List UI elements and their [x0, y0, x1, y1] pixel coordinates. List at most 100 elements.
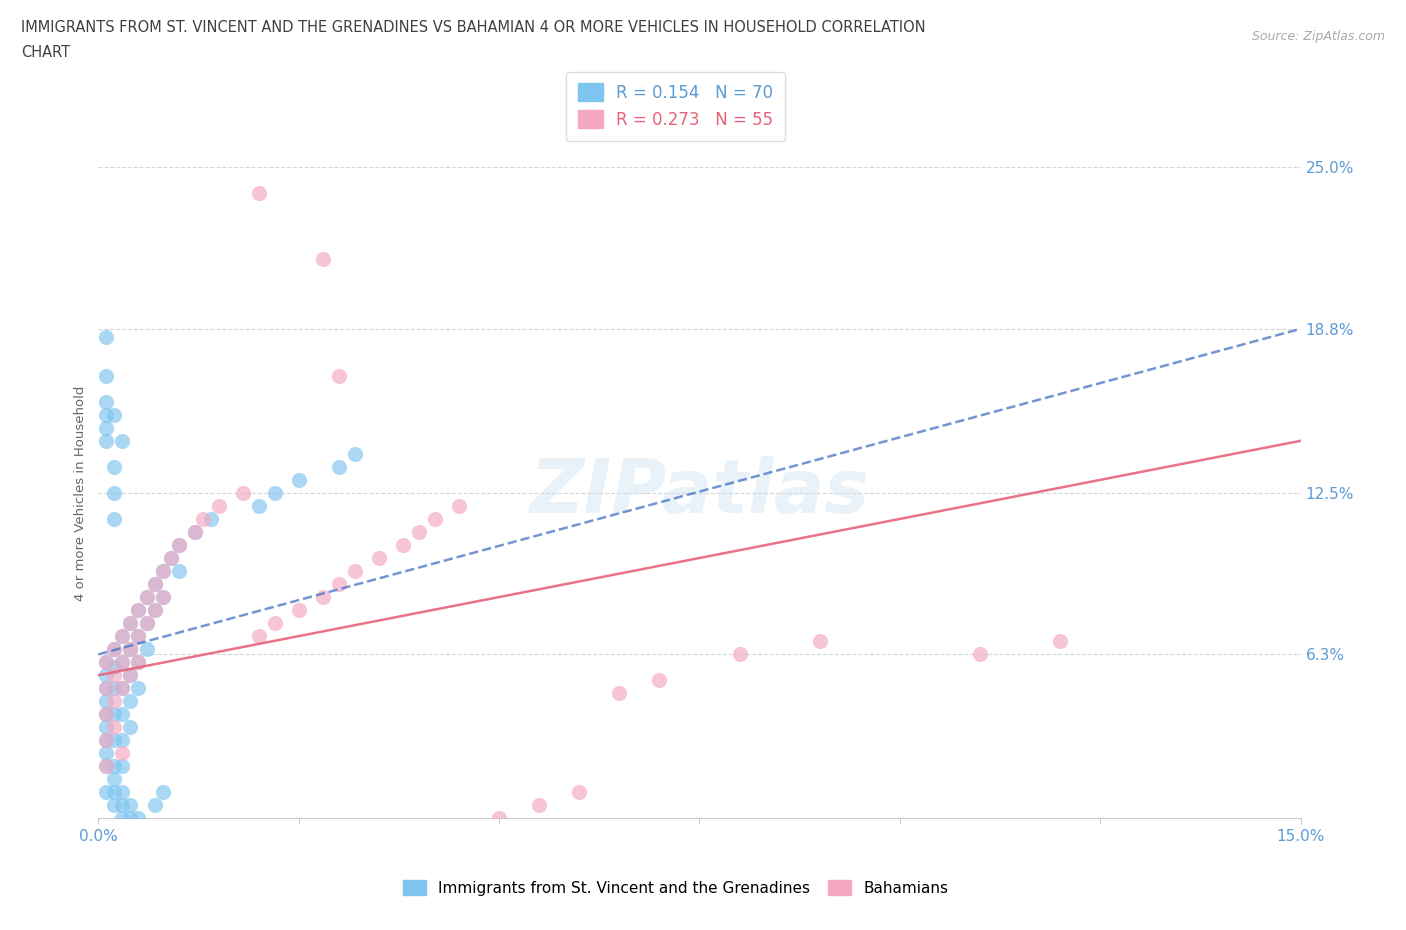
Point	[96, 681, 118, 696]
Point	[143, 603, 166, 618]
Point	[96, 746, 118, 761]
Point	[111, 629, 134, 644]
Point	[120, 616, 142, 631]
Point	[103, 681, 125, 696]
Point	[96, 668, 118, 683]
Point	[143, 798, 166, 813]
Point	[808, 634, 831, 649]
Point	[143, 577, 166, 591]
Point	[247, 186, 270, 201]
Point	[152, 590, 174, 604]
Point	[128, 629, 150, 644]
Point	[447, 498, 470, 513]
Point	[96, 655, 118, 670]
Point	[128, 603, 150, 618]
Point	[328, 459, 350, 474]
Point	[96, 759, 118, 774]
Point	[135, 642, 157, 657]
Point	[96, 420, 118, 435]
Point	[103, 459, 125, 474]
Point	[96, 707, 118, 722]
Point	[96, 407, 118, 422]
Point	[247, 629, 270, 644]
Text: IMMIGRANTS FROM ST. VINCENT AND THE GRENADINES VS BAHAMIAN 4 OR MORE VEHICLES IN: IMMIGRANTS FROM ST. VINCENT AND THE GREN…	[21, 20, 925, 35]
Point	[111, 655, 134, 670]
Point	[111, 798, 134, 813]
Point	[152, 564, 174, 578]
Point	[159, 551, 181, 565]
Point	[143, 603, 166, 618]
Point	[96, 720, 118, 735]
Point	[103, 668, 125, 683]
Point	[392, 538, 415, 552]
Point	[96, 733, 118, 748]
Point	[103, 642, 125, 657]
Point	[96, 785, 118, 800]
Point	[167, 538, 190, 552]
Point	[128, 655, 150, 670]
Point	[1049, 634, 1071, 649]
Point	[96, 733, 118, 748]
Point	[609, 686, 631, 701]
Text: ZIPatlas: ZIPatlas	[530, 457, 869, 529]
Point	[96, 681, 118, 696]
Point	[103, 720, 125, 735]
Point	[183, 525, 205, 539]
Point	[103, 759, 125, 774]
Point	[103, 512, 125, 526]
Point	[488, 811, 510, 826]
Point	[111, 681, 134, 696]
Point	[120, 811, 142, 826]
Point	[103, 407, 125, 422]
Point	[135, 616, 157, 631]
Point	[111, 707, 134, 722]
Point	[208, 498, 231, 513]
Point	[728, 647, 751, 662]
Point	[111, 733, 134, 748]
Point	[103, 642, 125, 657]
Point	[120, 694, 142, 709]
Point	[152, 785, 174, 800]
Point	[103, 694, 125, 709]
Point	[128, 603, 150, 618]
Point	[111, 785, 134, 800]
Point	[128, 681, 150, 696]
Point	[312, 590, 335, 604]
Point	[111, 655, 134, 670]
Point	[328, 577, 350, 591]
Point	[969, 647, 991, 662]
Point	[103, 772, 125, 787]
Point	[103, 798, 125, 813]
Point	[135, 616, 157, 631]
Point	[111, 629, 134, 644]
Point	[128, 629, 150, 644]
Point	[135, 590, 157, 604]
Text: CHART: CHART	[21, 45, 70, 60]
Point	[568, 785, 591, 800]
Point	[312, 251, 335, 266]
Point	[343, 564, 366, 578]
Point	[152, 564, 174, 578]
Point	[263, 485, 285, 500]
Point	[111, 433, 134, 448]
Point	[96, 759, 118, 774]
Point	[96, 329, 118, 344]
Point	[103, 660, 125, 675]
Point	[128, 811, 150, 826]
Text: Source: ZipAtlas.com: Source: ZipAtlas.com	[1251, 30, 1385, 43]
Point	[103, 785, 125, 800]
Point	[96, 707, 118, 722]
Point	[167, 538, 190, 552]
Point	[96, 368, 118, 383]
Point	[120, 720, 142, 735]
Point	[120, 642, 142, 657]
Point	[648, 673, 671, 688]
Point	[96, 433, 118, 448]
Point	[96, 655, 118, 670]
Point	[343, 446, 366, 461]
Point	[143, 577, 166, 591]
Point	[191, 512, 214, 526]
Point	[128, 655, 150, 670]
Point	[368, 551, 391, 565]
Point	[120, 668, 142, 683]
